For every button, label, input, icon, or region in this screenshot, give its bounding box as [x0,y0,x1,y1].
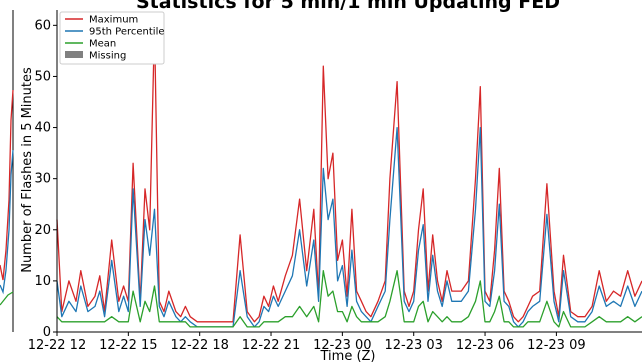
legend-swatch-missing [65,51,83,58]
y-tick-label: 40 [34,121,51,136]
x-axis: 12-22 12 12-22 15 12-22 18 12-22 21 12-23 00… [28,331,642,353]
x-tick-label: 12-22 15 [99,338,157,353]
legend-label: 95th Percentile [89,27,165,38]
plot-area [56,24,642,328]
y-axis-label: Number of Flashes in 5 Minutes [20,67,35,273]
legend-label: Mean [89,39,116,50]
x-axis-label: Time (Z) [320,349,376,363]
x-tick-label: 12-23 00 [313,338,371,353]
x-tick-label: 12-22 18 [170,338,228,353]
x-tick-label: 12-23 06 [456,338,514,353]
y-tick-label: 30 [34,172,51,187]
y-tick-label: 60 [34,18,51,33]
legend-label: Maximum [89,15,138,26]
y-tick-label: 10 [34,274,51,289]
legend-box [59,11,165,65]
legend-label: Missing [89,51,126,62]
series-line-95th-percentile [56,126,642,328]
adjacent-panel-fragment [0,10,14,332]
x-tick-label: 12-22 21 [242,338,300,353]
x-tick-label: 12-22 12 [28,338,86,353]
y-axis: 0 10 20 30 40 50 60 [34,10,58,340]
x-tick-label: 12-23 03 [384,338,442,353]
y-tick-label: 20 [34,223,51,238]
chart-title: Statistics for 5 min/1 min Updating FED [136,0,560,13]
series-line-mean [56,270,642,328]
x-tick-label: 12-23 09 [527,338,585,353]
y-tick-label: 50 [34,69,51,84]
y-tick-label: 0 [43,325,51,340]
